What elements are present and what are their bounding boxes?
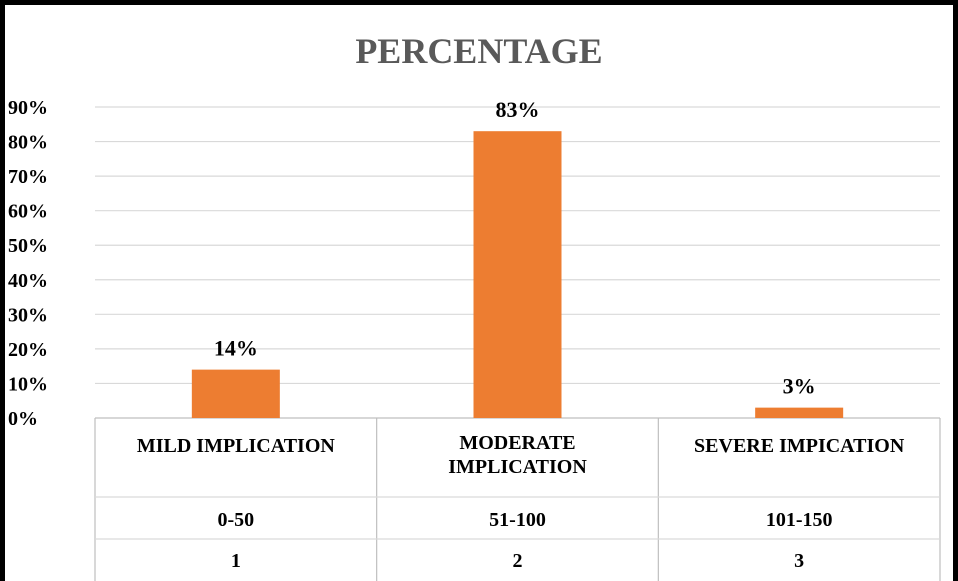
category-range-label: 51-100 bbox=[489, 509, 546, 531]
category-label: SEVERE IMPICATION bbox=[694, 435, 905, 457]
bar bbox=[755, 407, 844, 418]
bar bbox=[473, 131, 562, 418]
data-label: 14% bbox=[214, 336, 258, 361]
category-label-line: MODERATE bbox=[459, 432, 575, 454]
y-tick-label: 50% bbox=[8, 235, 48, 257]
y-tick-label: 40% bbox=[8, 270, 48, 292]
category-index-label: 2 bbox=[513, 550, 523, 572]
category-label-line: MILD IMPLICATION bbox=[137, 435, 336, 457]
category-index-label: 3 bbox=[794, 550, 804, 572]
bar bbox=[191, 369, 280, 418]
category-label: MILD IMPLICATION bbox=[137, 435, 336, 457]
category-label-line: IMPLICATION bbox=[448, 456, 587, 478]
y-tick-label: 70% bbox=[8, 166, 48, 188]
y-tick-label: 20% bbox=[8, 339, 48, 361]
category-label-line: SEVERE IMPICATION bbox=[694, 435, 905, 457]
category-range-label: 0-50 bbox=[217, 509, 254, 531]
y-tick-label: 0% bbox=[8, 408, 38, 430]
y-tick-label: 80% bbox=[8, 132, 48, 154]
y-tick-label: 30% bbox=[8, 304, 48, 326]
y-tick-label: 90% bbox=[8, 97, 48, 119]
data-label: 3% bbox=[783, 374, 816, 399]
category-index-label: 1 bbox=[231, 550, 241, 572]
data-label: 83% bbox=[496, 97, 540, 122]
category-label: MODERATE IMPLICATION bbox=[448, 432, 587, 478]
category-range-label: 101-150 bbox=[766, 509, 833, 531]
y-tick-label: 10% bbox=[8, 373, 48, 395]
chart-title: PERCENTAGE bbox=[355, 31, 603, 71]
y-tick-label: 60% bbox=[8, 201, 48, 223]
